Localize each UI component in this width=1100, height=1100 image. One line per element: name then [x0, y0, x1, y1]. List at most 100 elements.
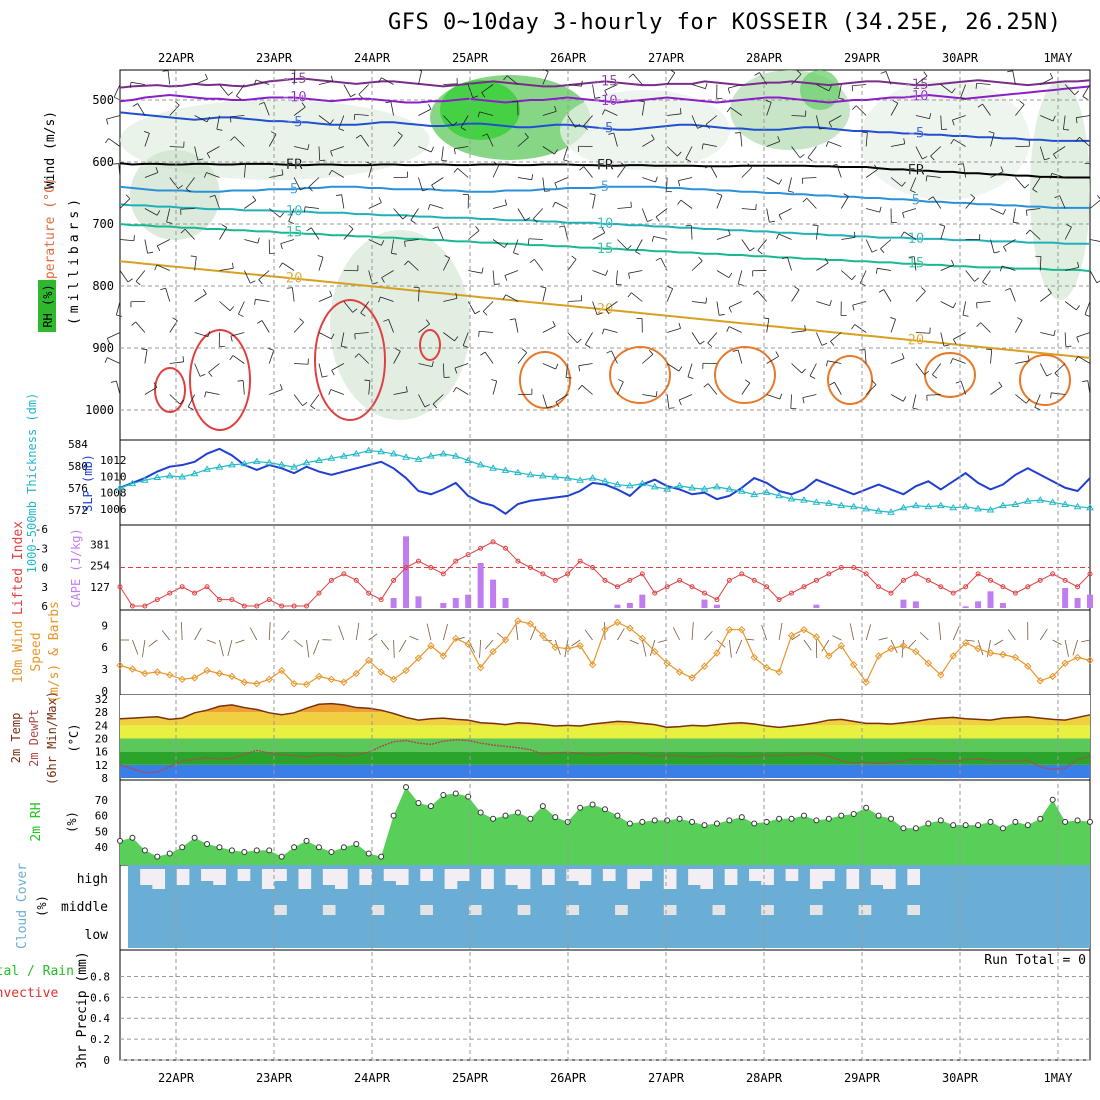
wind-barb-flag: [880, 248, 885, 254]
cloud-unit: (%): [35, 895, 49, 917]
wind-barb-flag: [749, 247, 755, 252]
wind-barb: [169, 177, 179, 189]
wind-barb-flag: [802, 197, 808, 203]
wind-barb: [990, 208, 1004, 215]
wind-barb-flag: [317, 255, 324, 258]
wind-barb-flag: [299, 318, 304, 323]
rh2-point: [228, 847, 235, 854]
wind10-barb: [442, 624, 448, 641]
rh2-point: [552, 814, 559, 821]
wind-barb-flag: [1025, 229, 1031, 235]
wind10-point: [974, 644, 982, 653]
wind-barb-flag: [540, 286, 547, 289]
wind10-barb: [141, 639, 146, 658]
wind-barb: [641, 208, 648, 222]
lifted-point: [888, 590, 894, 596]
rh2-point: [664, 817, 671, 824]
cloud-clear-cell: [785, 869, 799, 881]
rh2-point: [888, 815, 895, 822]
wind-barb: [778, 208, 792, 216]
rh2-point: [278, 853, 285, 860]
wind-barb: [443, 83, 458, 85]
lifted-point: [813, 577, 819, 583]
rh2-point: [340, 844, 347, 851]
wind-barb: [666, 72, 676, 85]
lifted-point: [1025, 584, 1031, 590]
cape-bar: [701, 599, 708, 608]
wind10-point: [887, 644, 895, 653]
wind-barb: [243, 163, 246, 178]
wind-barb-flag: [350, 93, 356, 98]
wind-barb: [1064, 301, 1077, 311]
wind-barb-flag: [358, 94, 364, 99]
lifted-point: [266, 597, 272, 603]
wind10-barb: [161, 630, 171, 641]
wind10-point: [228, 672, 236, 681]
wind10-point: [166, 671, 174, 679]
wind10-point: [961, 639, 970, 647]
cloud-gray-cell: [517, 905, 531, 915]
wind-barb-flag: [998, 381, 1003, 387]
wind-barb-flag: [903, 138, 906, 144]
wind10-point: [414, 654, 423, 662]
cloud-level-label: low: [85, 928, 109, 943]
wind-barb-flag: [585, 344, 591, 348]
wind-barb: [791, 115, 806, 117]
wind-barb-flag: [778, 214, 782, 221]
wind-barb: [305, 206, 320, 209]
thickness-point: [613, 480, 622, 488]
lifted-point: [714, 597, 720, 603]
wind-barb: [592, 301, 598, 315]
rh2-point: [825, 815, 832, 822]
wind-barb: [563, 146, 569, 161]
wind-barb: [806, 197, 817, 209]
wind-barb: [506, 75, 519, 85]
wind10-barb: [306, 639, 310, 658]
wind-barb: [381, 77, 394, 85]
wind10-point: [999, 650, 1007, 659]
thickness-point: [116, 484, 124, 491]
wind-barb: [965, 270, 975, 282]
thickness-point: [588, 474, 597, 481]
wind-barb: [455, 386, 469, 395]
thickness-point: [675, 481, 684, 489]
thickness-point: [1011, 500, 1020, 507]
wind-barb-flag: [452, 121, 458, 127]
wind-barb: [836, 164, 842, 178]
wind-barb: [144, 239, 148, 254]
wind-barb: [1089, 270, 1098, 283]
wind10-point: [750, 653, 758, 662]
wind-barb-flag: [953, 339, 957, 345]
wind10-ylabel: 10m Wind: [11, 621, 26, 684]
wind-barb: [890, 103, 899, 116]
wind-barb-flag: [779, 393, 783, 400]
wind10-point: [601, 625, 609, 634]
wind-barb-flag: [716, 193, 723, 196]
wind-barb-flag: [509, 318, 516, 321]
cloud-gray-cell: [615, 905, 628, 915]
rh2-point: [738, 814, 745, 821]
wind-barb-flag: [503, 75, 508, 81]
lifted-point: [602, 577, 608, 583]
chart-title: GFS 0~10day 3-hourly for KOSSEIR (34.25E…: [388, 10, 1062, 35]
lifted-point: [838, 565, 844, 570]
wind-barb: [318, 256, 324, 271]
cloud-clear-cell: [602, 869, 616, 881]
wind-barb-flag: [258, 102, 265, 105]
wind-barb-flag: [330, 150, 333, 157]
wind-barb-flag: [871, 380, 877, 385]
wind-barb-flag: [921, 287, 926, 292]
wind-barb-flag: [738, 283, 744, 286]
lifted-point: [154, 597, 160, 603]
wind-barb: [1065, 266, 1079, 271]
cape-bar: [975, 601, 982, 608]
wind-barb: [692, 301, 706, 304]
wind-barb: [219, 227, 228, 240]
precip-legend-total: Total / Rain: [0, 964, 74, 979]
wind-barb-flag: [354, 353, 360, 358]
wind-barb-flag: [826, 360, 828, 367]
wind10-point: [924, 659, 933, 667]
wind-barb: [130, 81, 145, 85]
wind-barb: [331, 363, 345, 371]
lifted-point: [117, 584, 123, 590]
